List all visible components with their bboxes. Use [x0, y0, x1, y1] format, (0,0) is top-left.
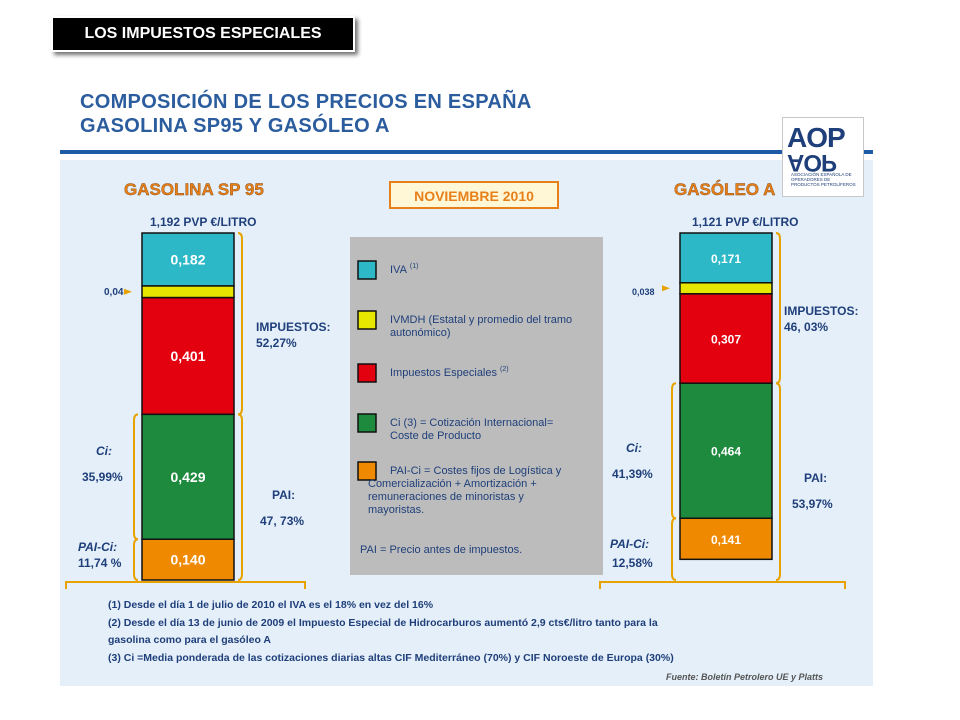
chart-slide: COMPOSICIÓN DE LOS PRECIOS EN ESPAÑA GAS…: [60, 80, 873, 686]
logo-subtitle: ASOCIACIÓN ESPAÑOLA DE OPERADORES DE PRO…: [791, 172, 856, 187]
bar-stack-gasoleo: 0,171 0,307 0,464 0,141: [662, 232, 773, 561]
paici-label-gasoleo: PAI-Ci:: [610, 537, 649, 551]
legend-label-ivmdh: IVMDH (Estatal y promedio del tramo auton…: [390, 314, 572, 339]
logo-text: AOP: [787, 122, 846, 153]
ivmdh-pointer-1: [662, 285, 670, 292]
bar-value-label-iva-1: 0,171: [711, 252, 741, 266]
ivmdh-side-label-gasolina: 0,04: [104, 287, 124, 298]
footnote-3: (3) Ci =Media ponderada de las cotizacio…: [108, 652, 674, 664]
bar-segment-ci-0: [141, 413, 235, 540]
price-composition-chart: NOVIEMBRE 2010 GASOLINA SP 95 GASÓLEO A …: [65, 180, 858, 682]
bracket-impuestos-0: [237, 232, 243, 416]
paici-pct-gasolina: 11,74 %: [78, 556, 122, 570]
bar-segment-iva-0: [141, 232, 235, 287]
bar-value-label-iva-0: 0,182: [170, 251, 205, 267]
bar-segment-paici-1: [679, 517, 773, 561]
footnote-bracket-left: [65, 581, 306, 589]
legend-swatch-iva: [357, 260, 377, 280]
bracket-ci-1: [671, 382, 677, 520]
bar-value-label-paici-0: 0,140: [170, 552, 205, 568]
bracket-pai-0: [237, 413, 243, 581]
legend-label-iva: IVA (1): [390, 263, 418, 276]
ci-pct-gasoleo: 41,39%: [612, 467, 653, 481]
ci-pct-gasolina: 35,99%: [82, 470, 123, 484]
aop-logo: AOP AOP ASOCIACIÓN ESPAÑOLA DE OPERADORE…: [782, 117, 864, 197]
ivmdh-pointer-0: [124, 288, 132, 295]
total-label-gasoleo: 1,121 PVP €/LITRO: [692, 215, 799, 229]
legend-swatch-ie: [357, 363, 377, 383]
bar-segment-ci-1: [679, 382, 773, 520]
legend-note: PAI = Precio antes de impuestos.: [360, 544, 522, 556]
pai-label-gasoleo: PAI:: [804, 471, 827, 485]
total-label-gasolina: 1,192 PVP €/LITRO: [150, 215, 257, 229]
footnote-2: (2) Desde el día 13 de junio de 2009 el …: [108, 617, 658, 646]
legend-label-ci: Ci (3) = Cotización Internacional= Coste …: [390, 417, 553, 442]
ci-label-gasoleo: Ci:: [626, 441, 642, 455]
brackets: [133, 232, 781, 581]
heading-gasoleo: GASÓLEO A: [674, 180, 775, 199]
bar-segment-ivmdh-0: [141, 285, 235, 299]
bar-value-label-ci-1: 0,464: [711, 445, 741, 459]
bracket-paici-1: [671, 517, 677, 581]
footnote-1: (1) Desde el día 1 de julio de 2010 el I…: [108, 599, 434, 611]
date-label: NOVIEMBRE 2010: [414, 188, 534, 204]
bar-segment-ie-1: [679, 293, 773, 384]
ci-label-gasolina: Ci:: [96, 444, 112, 458]
impuestos-label-gasoleo: IMPUESTOS:: [784, 304, 858, 318]
heading-gasolina: GASOLINA SP 95: [124, 180, 264, 199]
footnote-bracket-right: [599, 581, 846, 589]
legend: IVA (1) IVMDH (Estatal y promedio del tram…: [357, 260, 572, 516]
paici-pct-gasoleo: 12,58%: [612, 556, 653, 570]
bar-segment-paici-0: [141, 538, 235, 581]
pai-pct-gasoleo: 53,97%: [792, 497, 833, 511]
bracket-pai-1: [775, 382, 781, 581]
paici-label-gasolina: PAI-Ci:: [78, 540, 117, 554]
impuestos-label-gasolina: IMPUESTOS:: [256, 320, 330, 334]
legend-swatch-ivmdh: [357, 310, 377, 330]
impuestos-pct-gasolina: 52,27%: [256, 336, 297, 350]
legend-swatch-ci: [357, 413, 377, 433]
bracket-impuestos-1: [775, 232, 781, 385]
title-line-1: COMPOSICIÓN DE LOS PRECIOS EN ESPAÑA: [80, 91, 532, 113]
bar-segment-iva-1: [679, 232, 773, 284]
page-title: COMPOSICIÓN DE LOS PRECIOS EN ESPAÑA GAS…: [80, 90, 532, 138]
legend-label-ie: Impuestos Especiales (2): [390, 366, 509, 379]
header-divider: [60, 150, 873, 154]
bar-value-label-ie-1: 0,307: [711, 333, 741, 347]
bar-value-label-paici-1: 0,141: [711, 533, 741, 547]
legend-label-paici: PAI-Ci = Costes fijos de Logística y Come…: [368, 465, 562, 516]
bracket-paici-0: [133, 538, 139, 581]
legend-box: [350, 237, 603, 575]
title-line-2: GASOLINA SP95 Y GASÓLEO A: [80, 115, 390, 137]
pai-pct-gasolina: 47, 73%: [260, 514, 304, 528]
bar-stack-gasolina: 0,182 0,401 0,429 0,140: [124, 232, 235, 581]
ivmdh-side-label-gasoleo: 0,038: [632, 287, 655, 297]
date-box: [389, 181, 559, 209]
bracket-ci-0: [133, 413, 139, 541]
bar-segment-ivmdh-1: [679, 282, 773, 295]
bar-value-label-ci-0: 0,429: [170, 469, 205, 485]
legend-swatch-paici: [357, 461, 377, 481]
source-label: Fuente: Boletín Petrolero UE y Platts: [666, 672, 823, 682]
bar-segment-ie-0: [141, 296, 235, 416]
bar-value-label-ie-0: 0,401: [170, 348, 205, 364]
slide-tag: LOS IMPUESTOS ESPECIALES: [53, 18, 353, 50]
pai-label-gasolina: PAI:: [272, 488, 295, 502]
impuestos-pct-gasoleo: 46, 03%: [784, 320, 828, 334]
